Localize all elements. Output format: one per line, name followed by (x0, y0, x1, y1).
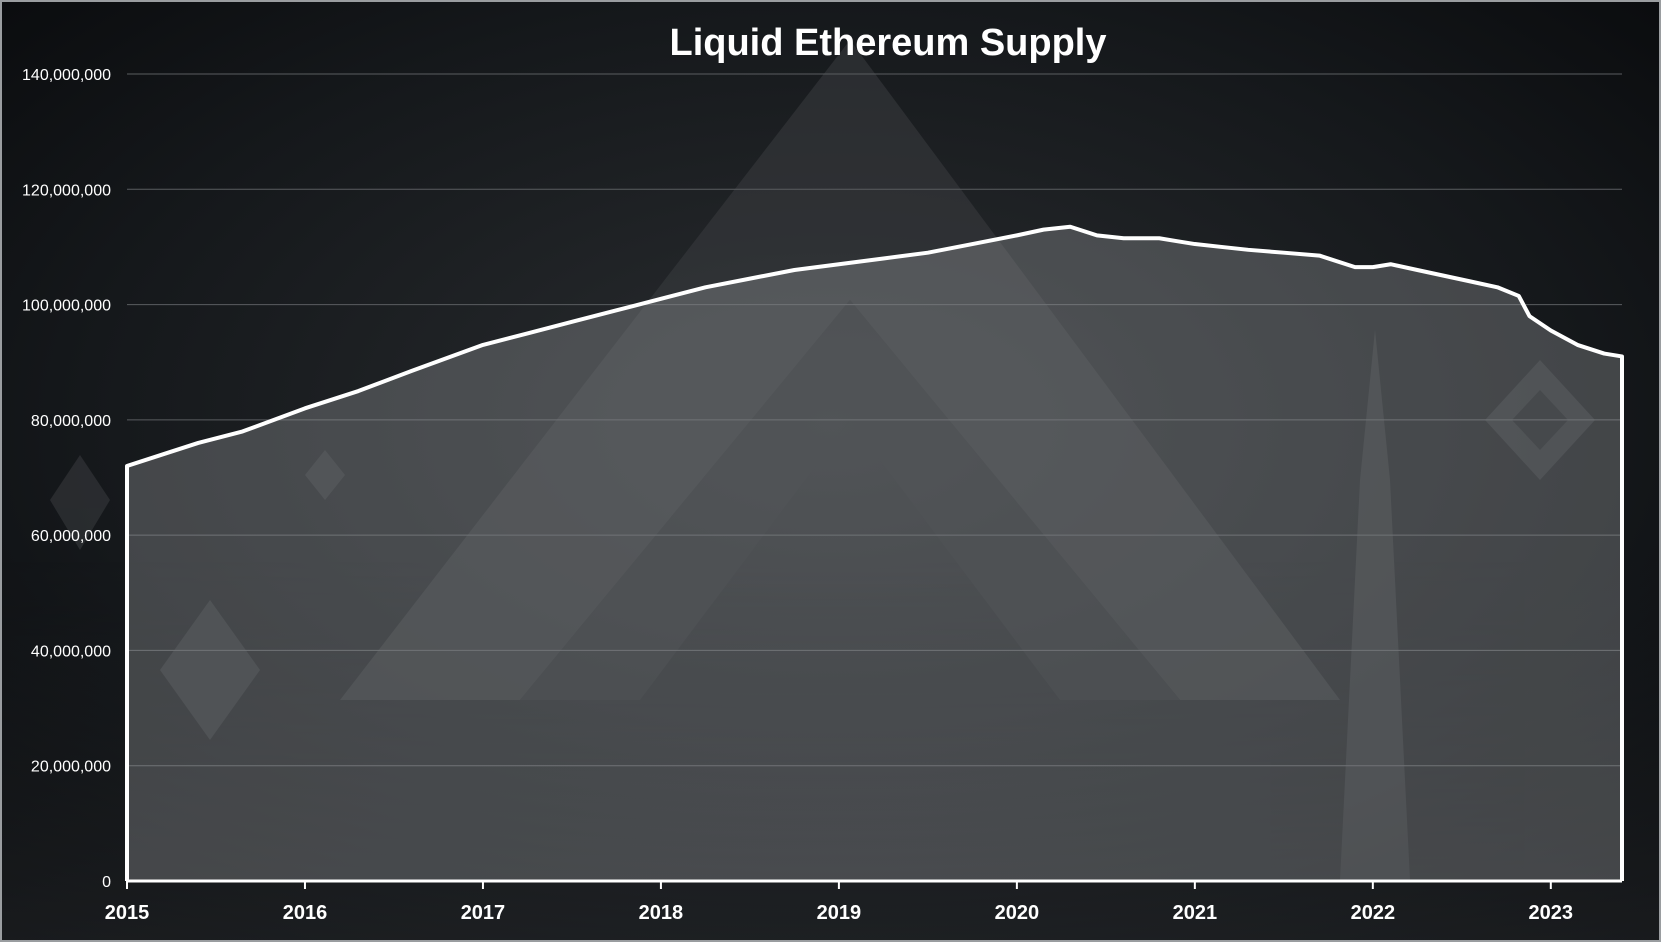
y-axis-ticks: 0 20,000,000 40,000,000 60,000,000 80,000,00… (22, 67, 111, 891)
x-tick-label: 2017 (461, 902, 506, 924)
x-axis-ticks: 2015 2016 2017 2018 2019 2020 2021 2022 2023 (105, 902, 1573, 924)
chart-title: Liquid Ethereum Supply (669, 22, 1106, 64)
y-tick-label: 0 (102, 874, 111, 891)
y-tick-label: 40,000,000 (31, 643, 111, 660)
area-series (125, 224, 1624, 882)
x-tick-label: 2022 (1351, 902, 1396, 924)
x-tick-label: 2018 (639, 902, 684, 924)
x-tick-label: 2015 (105, 902, 150, 924)
x-tick-label: 2023 (1529, 902, 1574, 924)
y-tick-label: 100,000,000 (22, 298, 111, 315)
y-tick-label: 80,000,000 (31, 413, 111, 430)
axes (126, 879, 1622, 889)
series-line (125, 224, 1624, 881)
area-fill (127, 226, 1622, 882)
y-tick-label: 140,000,000 (22, 67, 111, 84)
x-tick-label: 2020 (995, 902, 1040, 924)
x-tick-label: 2021 (1173, 902, 1218, 924)
x-tick-label: 2019 (817, 902, 862, 924)
y-tick-label: 60,000,000 (31, 528, 111, 545)
y-tick-label: 20,000,000 (31, 759, 111, 776)
y-tick-label: 120,000,000 (22, 182, 111, 199)
grid-lines (127, 73, 1622, 767)
x-tick-label: 2016 (283, 902, 328, 924)
